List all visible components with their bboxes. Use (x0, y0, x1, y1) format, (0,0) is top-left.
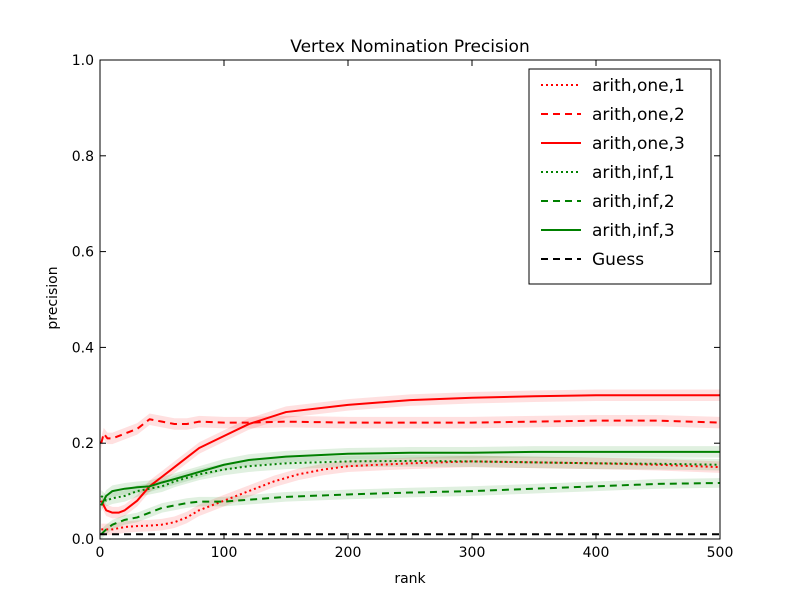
y-tick-label: 0.0 (72, 532, 94, 548)
series-line-arith-one-3 (100, 394, 720, 514)
legend: arith,one,1 arith,one,2 arith,one,3 arith,i… (528, 68, 712, 285)
chart-title: Vertex Nomination Precision (290, 37, 529, 57)
x-tick-label: 400 (583, 545, 610, 561)
confidence-band-arith-one-1 (101, 455, 721, 536)
legend-label: arith,inf,3 (592, 221, 675, 241)
x-tick-label: 300 (459, 545, 486, 561)
legend-label: arith,one,2 (592, 105, 685, 125)
y-tick-label: 0.2 (72, 436, 94, 452)
x-tick-label: 100 (211, 545, 238, 561)
x-axis-label: rank (394, 571, 426, 587)
plot-frame (99, 59, 721, 540)
confidence-band-arith-inf-1 (101, 455, 721, 507)
y-tick-label: 0.6 (72, 245, 94, 261)
series-line-arith-inf-1 (100, 459, 721, 502)
series-line-arith-inf-3 (100, 450, 720, 506)
y-axis-label: precision (45, 266, 61, 329)
legend-label: arith,inf,2 (592, 192, 675, 212)
y-tick-label: 0.4 (72, 340, 94, 356)
legend-label: arith,inf,1 (592, 163, 675, 183)
confidence-band-arith-inf-3 (101, 446, 721, 512)
series-lines (100, 394, 721, 536)
y-tick-label: 0.8 (72, 149, 94, 165)
x-tick-label: 500 (707, 545, 734, 561)
axis-ticks: 0 100 200 300 400 500 0.0 0.2 0.4 0.6 0.8 1.0 (72, 53, 734, 561)
legend-label: Guess (592, 250, 644, 270)
y-tick-label: 1.0 (72, 53, 94, 69)
series-line-arith-inf-2 (100, 481, 721, 535)
series-line-arith-one-2 (100, 418, 721, 444)
legend-box (528, 68, 712, 285)
x-tick-label: 0 (96, 545, 105, 561)
legend-label: arith,one,3 (592, 134, 685, 154)
series-line-arith-one-1 (101, 460, 721, 531)
legend-label: arith,one,1 (592, 76, 685, 96)
x-tick-label: 200 (335, 545, 362, 561)
